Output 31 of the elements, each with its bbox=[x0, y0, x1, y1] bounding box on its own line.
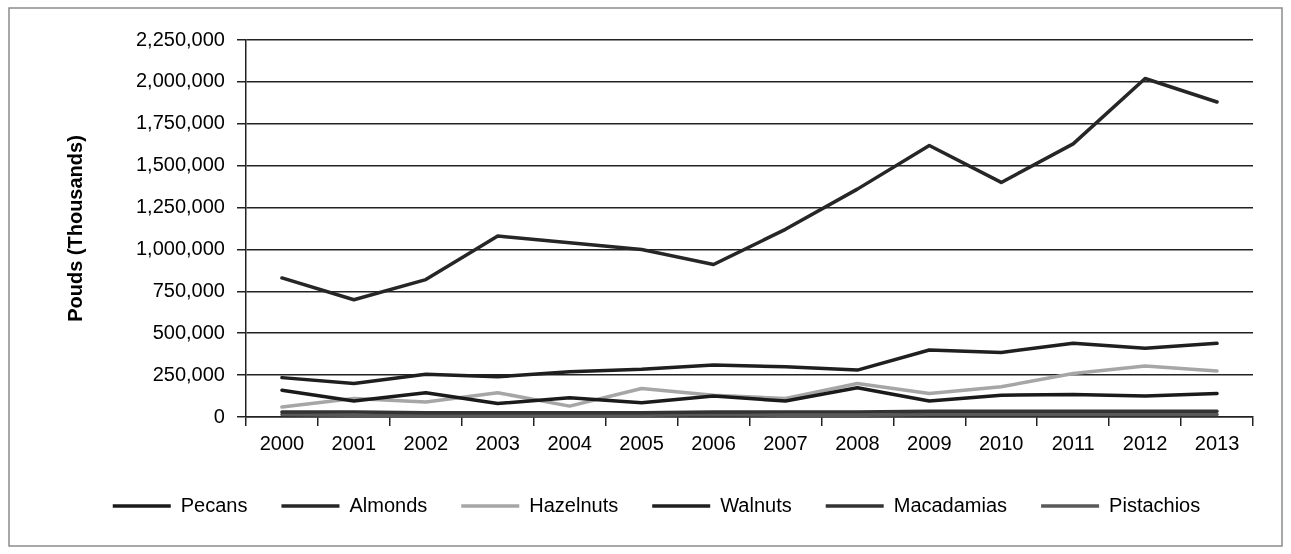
y-tick-label: 1,250,000 bbox=[135, 195, 225, 218]
y-tick-label: 0 bbox=[213, 404, 225, 427]
x-tick-label: 2011 bbox=[1051, 431, 1095, 454]
x-tick-label: 2009 bbox=[907, 431, 952, 454]
y-axis-title: Pouds (Thousands) bbox=[63, 135, 86, 322]
legend-label: Macadamias bbox=[893, 493, 1008, 516]
x-tick-label: 2008 bbox=[835, 431, 880, 454]
x-tick-label: 2002 bbox=[403, 431, 449, 454]
x-tick-label: 2012 bbox=[1122, 431, 1168, 454]
x-tick-label: 2007 bbox=[763, 431, 808, 454]
x-tick-label: 2010 bbox=[978, 431, 1024, 454]
legend-label: Pistachios bbox=[1109, 493, 1201, 516]
legend-label: Almonds bbox=[349, 493, 428, 516]
x-tick-label: 2005 bbox=[619, 431, 664, 454]
y-tick-label: 1,500,000 bbox=[135, 153, 225, 176]
legend-label: Pecans bbox=[180, 493, 248, 516]
y-tick-label: 2,250,000 bbox=[135, 27, 225, 50]
y-tick-label: 1,000,000 bbox=[135, 236, 225, 259]
y-tick-label: 500,000 bbox=[152, 320, 225, 343]
legend-label: Hazelnuts bbox=[529, 493, 619, 516]
x-tick-label: 2001 bbox=[331, 431, 377, 454]
x-tick-label: 2000 bbox=[259, 431, 305, 454]
x-tick-label: 2013 bbox=[1194, 431, 1240, 454]
y-tick-label: 2,000,000 bbox=[135, 69, 225, 92]
x-tick-label: 2003 bbox=[475, 431, 520, 454]
y-tick-label: 250,000 bbox=[152, 362, 225, 385]
legend-label: Walnuts bbox=[720, 493, 792, 516]
y-tick-label: 1,750,000 bbox=[135, 111, 225, 134]
x-tick-label: 2006 bbox=[691, 431, 736, 454]
y-tick-label: 750,000 bbox=[152, 278, 225, 301]
x-tick-label: 2004 bbox=[547, 431, 592, 454]
